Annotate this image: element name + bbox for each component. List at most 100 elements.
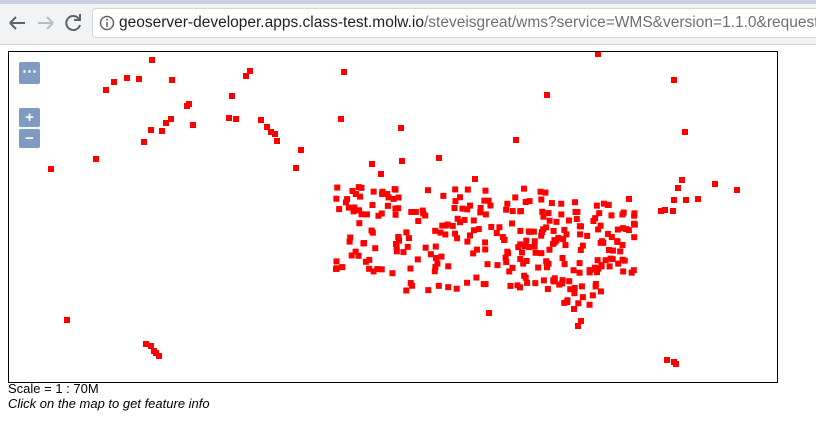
feature-point[interactable] (159, 128, 165, 134)
feature-point[interactable] (344, 196, 351, 203)
feature-point[interactable] (594, 257, 601, 264)
feature-point[interactable] (577, 247, 584, 254)
feature-point[interactable] (544, 286, 551, 293)
feature-point[interactable] (579, 242, 586, 249)
feature-point[interactable] (445, 263, 452, 270)
feature-point[interactable] (392, 211, 399, 218)
feature-point[interactable] (400, 249, 407, 256)
feature-point[interactable] (671, 197, 677, 203)
feature-point[interactable] (358, 211, 365, 218)
feature-point[interactable] (519, 249, 526, 256)
feature-point[interactable] (64, 317, 70, 323)
feature-point[interactable] (558, 211, 565, 218)
feature-point[interactable] (432, 264, 439, 271)
feature-point[interactable] (398, 125, 404, 131)
feature-point[interactable] (143, 341, 149, 347)
feature-point[interactable] (572, 199, 579, 206)
feature-point[interactable] (664, 357, 670, 363)
feature-point[interactable] (570, 267, 577, 274)
feature-point[interactable] (559, 254, 566, 261)
feature-point[interactable] (124, 75, 130, 81)
feature-point[interactable] (453, 285, 460, 292)
feature-point[interactable] (486, 310, 492, 316)
feature-point[interactable] (561, 261, 568, 268)
feature-point[interactable] (298, 147, 304, 153)
feature-point[interactable] (550, 240, 557, 247)
feature-point[interactable] (347, 234, 354, 241)
feature-point[interactable] (544, 92, 550, 98)
feature-point[interactable] (675, 185, 681, 191)
address-bar[interactable]: geoserver-developer.apps.class-test.molw… (92, 8, 816, 38)
feature-point[interactable] (539, 208, 546, 215)
feature-point[interactable] (513, 137, 519, 143)
feature-point[interactable] (431, 268, 438, 275)
feature-point[interactable] (671, 77, 677, 83)
feature-point[interactable] (438, 253, 445, 260)
feature-point[interactable] (576, 223, 583, 230)
feature-point[interactable] (349, 187, 356, 194)
feature-point[interactable] (393, 240, 400, 247)
feature-point[interactable] (379, 188, 386, 195)
feature-point[interactable] (567, 286, 574, 293)
feature-point[interactable] (111, 79, 117, 85)
feature-point[interactable] (351, 204, 358, 211)
feature-point[interactable] (682, 129, 688, 135)
feature-point[interactable] (577, 231, 584, 238)
feature-point[interactable] (403, 287, 410, 294)
feature-point[interactable] (451, 205, 458, 212)
feature-point[interactable] (597, 288, 604, 295)
back-button[interactable] (9, 16, 25, 30)
feature-point[interactable] (543, 224, 550, 231)
feature-point[interactable] (440, 192, 447, 199)
feature-point[interactable] (389, 270, 396, 277)
feature-point[interactable] (670, 208, 676, 214)
feature-point[interactable] (247, 68, 253, 74)
feature-point[interactable] (470, 250, 477, 257)
feature-point[interactable] (540, 277, 547, 284)
feature-point[interactable] (370, 188, 377, 195)
feature-point[interactable] (662, 207, 668, 213)
feature-point[interactable] (595, 226, 602, 233)
feature-point[interactable] (566, 278, 573, 285)
feature-point[interactable] (436, 155, 442, 161)
feature-point[interactable] (535, 264, 542, 271)
feature-point[interactable] (597, 222, 604, 229)
feature-point[interactable] (445, 284, 452, 291)
feature-point[interactable] (163, 120, 169, 126)
feature-point[interactable] (412, 208, 419, 215)
feature-point[interactable] (264, 124, 270, 130)
feature-point[interactable] (488, 223, 495, 230)
feature-point[interactable] (517, 255, 524, 262)
feature-point[interactable] (390, 195, 397, 202)
feature-point[interactable] (600, 239, 607, 246)
feature-point[interactable] (507, 282, 514, 289)
feature-point[interactable] (523, 237, 530, 244)
feature-point[interactable] (422, 244, 429, 251)
feature-point[interactable] (592, 283, 599, 290)
feature-point[interactable] (525, 228, 532, 235)
feature-point[interactable] (496, 224, 503, 231)
feature-point[interactable] (272, 131, 278, 137)
feature-point[interactable] (631, 234, 638, 241)
feature-point[interactable] (619, 211, 626, 218)
feature-point[interactable] (424, 187, 431, 194)
feature-point[interactable] (481, 197, 488, 204)
feature-point[interactable] (333, 258, 340, 265)
feature-point[interactable] (586, 269, 593, 276)
feature-point[interactable] (466, 232, 473, 239)
feature-point[interactable] (556, 281, 563, 288)
feature-point[interactable] (378, 266, 385, 273)
feature-point[interactable] (414, 256, 421, 263)
feature-point[interactable] (551, 278, 558, 285)
feature-point[interactable] (427, 251, 434, 258)
feature-point[interactable] (631, 210, 638, 217)
feature-point[interactable] (579, 294, 586, 301)
feature-point[interactable] (526, 198, 533, 205)
feature-point[interactable] (415, 217, 422, 224)
feature-point[interactable] (563, 231, 570, 238)
zoom-out-button[interactable]: − (19, 129, 40, 148)
feature-point[interactable] (609, 247, 616, 254)
feature-point[interactable] (470, 217, 477, 224)
feature-point[interactable] (392, 205, 399, 212)
feature-point[interactable] (352, 248, 359, 255)
